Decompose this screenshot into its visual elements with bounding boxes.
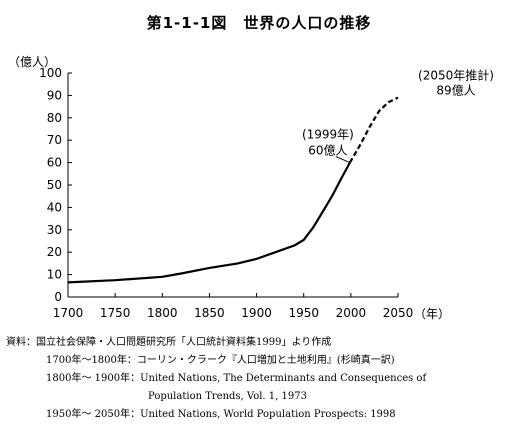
y-tick-label: 50 xyxy=(47,178,62,192)
source-notes: 資料：国立社会保障・人口問題研究所「人口統計資料集1999」より作成 1700年〜… xyxy=(6,334,516,424)
y-axis-ticks: 0 10 20 30 40 50 60 70 80 90 100 xyxy=(39,66,72,304)
y-tick-label: 70 xyxy=(47,133,62,147)
x-tick-label: 1750 xyxy=(100,306,131,320)
x-axis-ticks: 1700 1750 1800 1850 1900 1950 2000 2050 xyxy=(53,293,414,320)
y-tick-label: 30 xyxy=(47,223,62,237)
x-tick-label: 1700 xyxy=(53,306,84,320)
annotation-1999: 60億人 xyxy=(308,144,347,158)
source-line: 1700年〜1800年：コーリン・クラーク『人口増加と土地利用』(杉崎真一訳) xyxy=(46,355,395,366)
x-tick-label: 1950 xyxy=(288,306,319,320)
y-tick-label: 60 xyxy=(47,156,62,170)
annotation-2050: (2050年推計) xyxy=(418,68,494,83)
historical-line xyxy=(67,162,351,284)
x-tick-label: 1900 xyxy=(241,306,272,320)
x-axis-label: （年） xyxy=(414,307,450,321)
y-tick-label: 10 xyxy=(47,268,62,282)
x-tick-label: 2050 xyxy=(383,306,414,320)
y-tick-label: 100 xyxy=(39,66,62,80)
x-tick-label: 1850 xyxy=(194,306,225,320)
projection-line-dashed xyxy=(348,96,399,164)
source-line: 1800年〜 1900年：United Nations, The Determi… xyxy=(46,373,427,384)
y-tick-label: 0 xyxy=(54,290,62,304)
x-tick-label: 1800 xyxy=(147,306,178,320)
y-tick-label: 80 xyxy=(47,111,62,125)
chart-title: 第1-1-1図 世界の人口の推移 xyxy=(146,14,372,32)
source-line: Population Trends, Vol. 1, 1973 xyxy=(148,391,307,402)
annotation-leader-1999 xyxy=(335,156,351,164)
y-tick-label: 90 xyxy=(47,88,62,102)
annotation-1999: (1999年) xyxy=(302,128,354,142)
annotation-2050: 89億人 xyxy=(436,84,475,98)
series-lines xyxy=(67,96,399,284)
source-line: 1950年〜 2050年：United Nations, World Popul… xyxy=(46,409,396,420)
y-tick-label: 40 xyxy=(47,200,62,214)
y-axis-label: （億人） xyxy=(8,55,56,69)
annotations: (1999年) 60億人 (2050年推計)89億人 xyxy=(302,68,494,164)
source-line: 資料：国立社会保障・人口問題研究所「人口統計資料集1999」より作成 xyxy=(6,337,332,348)
x-tick-label: 2000 xyxy=(336,306,367,320)
y-tick-label: 20 xyxy=(47,245,62,259)
